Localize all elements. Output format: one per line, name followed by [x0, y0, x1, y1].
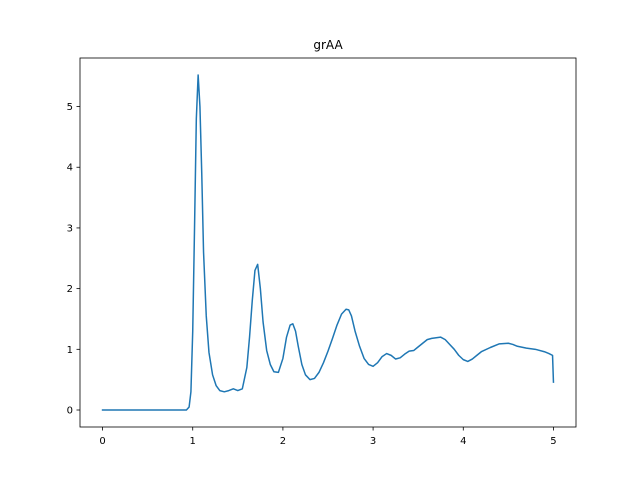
x-tick-label-2: 2: [280, 436, 286, 447]
y-tick-label-0: 0: [67, 406, 73, 417]
y-tick-label-5: 5: [67, 102, 73, 113]
x-tick-label-0: 0: [99, 436, 105, 447]
x-tick-label-3: 3: [370, 436, 376, 447]
x-tick-label-1: 1: [190, 436, 196, 447]
axes-frame: [79, 57, 577, 428]
y-tick-label-2: 2: [67, 284, 73, 295]
y-tick-label-1: 1: [67, 345, 73, 356]
x-tick-label-4: 4: [460, 436, 466, 447]
chart-title: grAA: [313, 38, 343, 52]
x-tick-label-5: 5: [550, 436, 556, 447]
y-tick-label-4: 4: [67, 163, 73, 174]
y-tick-label-3: 3: [67, 223, 73, 234]
series-line-0: [101, 74, 555, 411]
plot-area: 0 1 2 3 4 5 0 1 2 3 4 5: [67, 57, 577, 447]
